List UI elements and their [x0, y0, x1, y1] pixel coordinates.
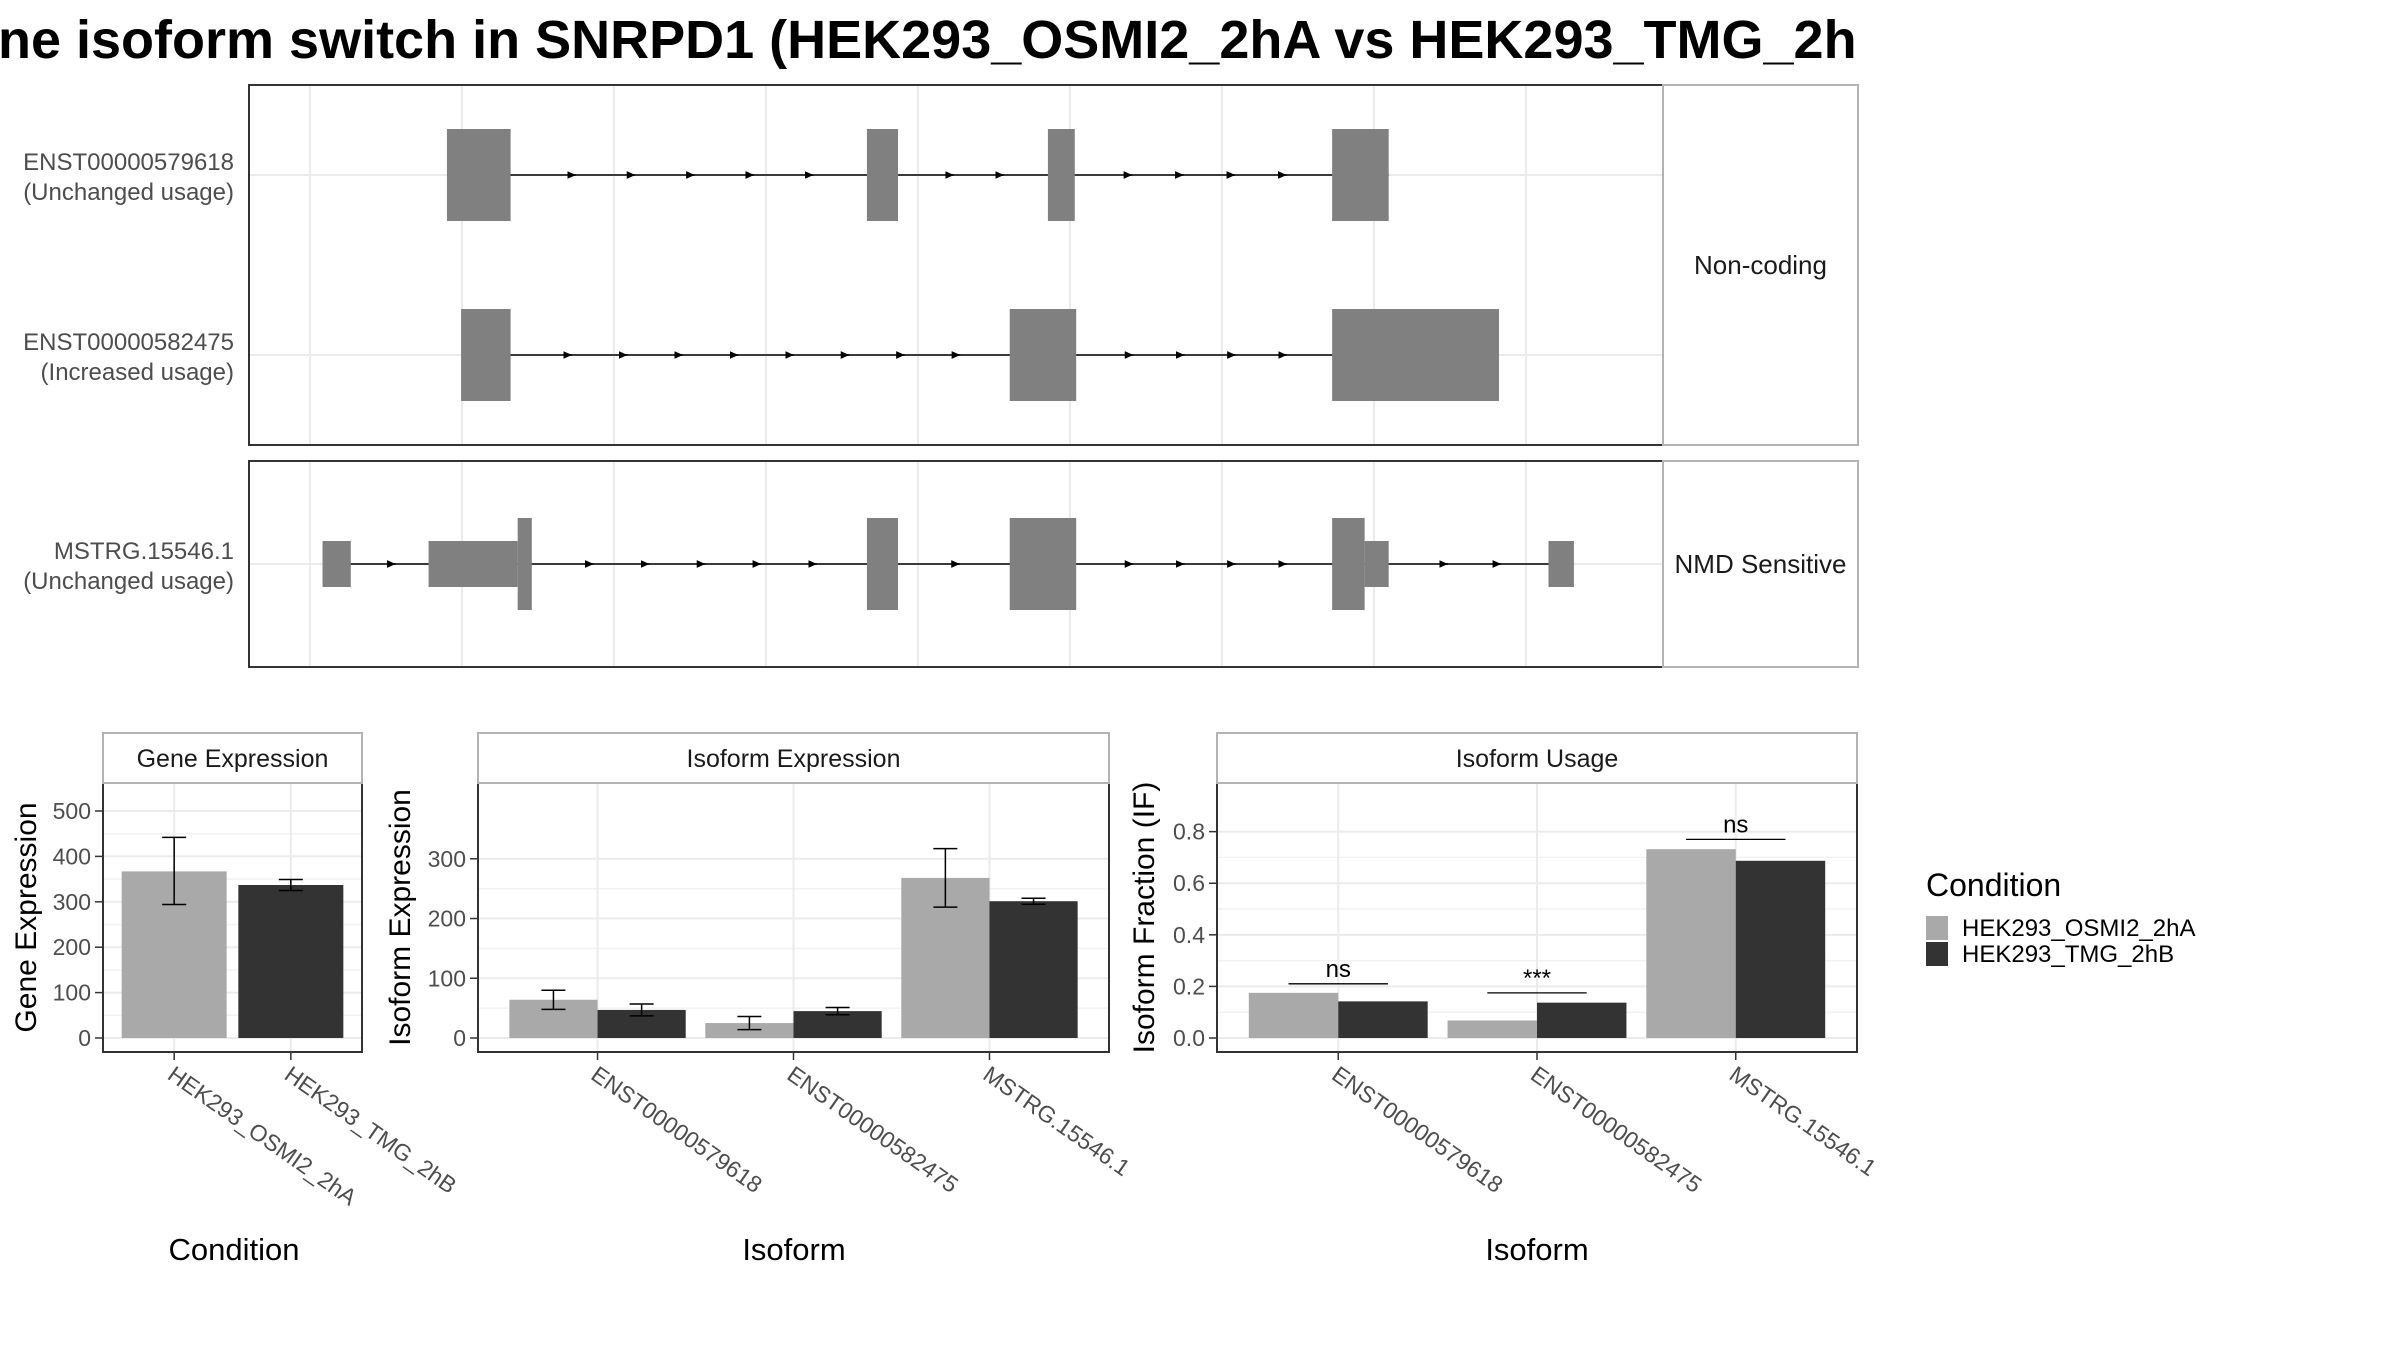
bar: [238, 885, 344, 1038]
structure-panel-0: ENST00000579618 (Unchanged usage) ENST0000…: [23, 84, 1859, 446]
x-tick-label: ENST00000582475: [783, 1061, 963, 1198]
group-strip: [1662, 460, 1859, 668]
bar: [1248, 992, 1339, 1038]
exon-block: [1009, 518, 1077, 610]
bar: [793, 1011, 882, 1038]
group-strip: [1662, 84, 1859, 446]
y-tick-label: 0.4: [1173, 922, 1205, 948]
y-tick-label: 100: [53, 980, 91, 1006]
legend-title: Condition: [1926, 867, 2061, 903]
y-tick-label: 0.6: [1173, 870, 1205, 896]
y-tick-label: 500: [53, 798, 91, 824]
x-tick-label: ENST00000579618: [1327, 1061, 1507, 1198]
group-strip-label: NMD Sensitive: [1675, 549, 1847, 579]
bar: [1338, 1001, 1428, 1038]
bar: [1735, 860, 1826, 1038]
transcript-structure-plot: ENST00000579618 (Unchanged usage) ENST0000…: [23, 84, 1859, 668]
exon-block: [1047, 129, 1075, 221]
y-tick-label: 200: [428, 906, 466, 932]
bar: [705, 1023, 794, 1038]
legend-swatch: [1926, 942, 1948, 966]
isoform-usage-label: (Increased usage): [41, 359, 234, 386]
significance-label: ***: [1523, 965, 1551, 992]
y-tick-label: 300: [428, 846, 466, 872]
isoform-id-label: ENST00000579618: [23, 149, 234, 176]
y-tick-label: 100: [428, 965, 466, 991]
facet-strip-title: Isoform Expression: [687, 745, 901, 773]
exon-block: [866, 129, 899, 221]
exon-block: [866, 518, 899, 610]
bar-chart-1: 0 100 200 300 ENST00000579618 ENST00000582475…: [384, 732, 1135, 1267]
exon-block: [446, 129, 511, 221]
isoform-usage-label: (Unchanged usage): [23, 179, 234, 206]
facet-strip: [477, 732, 1110, 784]
x-tick-label: MSTRG.15546.1: [979, 1061, 1135, 1181]
exon-block: [1548, 541, 1574, 587]
group-strip-label: Non-coding: [1694, 250, 1827, 280]
x-axis-title: Condition: [169, 1232, 300, 1267]
exon-block: [517, 518, 532, 610]
legend-item-label: HEK293_TMG_2hB: [1962, 941, 2174, 968]
isoform-id-label: ENST00000582475: [23, 329, 234, 356]
x-axis-title: Isoform: [1485, 1232, 1588, 1267]
bar: [989, 901, 1078, 1038]
y-tick-label: 0: [78, 1025, 91, 1051]
structure-panel-1: MSTRG.15546.1 (Unchanged usage) NMD Sensit…: [23, 460, 1859, 668]
y-tick-label: 0.2: [1173, 973, 1205, 999]
legend-swatch: [1926, 916, 1948, 940]
exon-block: [1009, 309, 1077, 401]
y-axis-title: Isoform Expression: [384, 789, 417, 1046]
y-axis-title: Isoform Fraction (IF): [1128, 782, 1161, 1054]
x-tick-label: HEK293_OSMI2_2hA: [163, 1061, 362, 1211]
facet-strip: [102, 732, 363, 784]
y-axis-title: Gene Expression: [10, 802, 43, 1032]
y-tick-label: 300: [53, 889, 91, 915]
y-tick-label: 200: [53, 934, 91, 960]
exon-block: [322, 541, 351, 587]
bar: [1537, 1002, 1627, 1038]
bar-chart-2: 0.0 0.2 0.4 0.6 0.8 ENST00000579618 ENST000005…: [1128, 732, 1881, 1267]
figure-title: ne isoform switch in SNRPD1 (HEK293_OSMI…: [0, 10, 1857, 70]
facet-strip: [1216, 732, 1858, 784]
isoform-usage-label: (Unchanged usage): [23, 568, 234, 595]
facet-strip-title: Isoform Usage: [1456, 745, 1619, 773]
exon-block: [1332, 129, 1389, 221]
bar: [1447, 1020, 1537, 1038]
x-tick-label: MSTRG.15546.1: [1725, 1061, 1881, 1181]
bar-chart-0: 0100200300400500HEK293_OSMI2_2hAHEK293_T…: [10, 732, 461, 1267]
exon-block: [1332, 309, 1499, 401]
exon-block: [461, 309, 511, 401]
bar: [1646, 849, 1736, 1038]
exon-block: [1332, 518, 1365, 610]
x-axis-title: Isoform: [742, 1232, 845, 1267]
y-tick-label: 0: [453, 1025, 466, 1051]
isoform-id-label: MSTRG.15546.1: [54, 538, 234, 565]
facet-strip-title: Gene Expression: [137, 745, 329, 773]
significance-label: ns: [1723, 811, 1748, 838]
y-tick-label: 400: [53, 843, 91, 869]
x-tick-label: ENST00000579618: [587, 1061, 767, 1198]
expression-bar-charts: 0100200300400500HEK293_OSMI2_2hAHEK293_T…: [10, 732, 1881, 1267]
legend-item-label: HEK293_OSMI2_2hA: [1962, 915, 2195, 942]
y-tick-label: 0.8: [1173, 819, 1205, 845]
exon-block: [428, 541, 518, 587]
exon-block: [1364, 541, 1389, 587]
y-tick-label: 0.0: [1173, 1025, 1205, 1051]
x-tick-label: ENST00000582475: [1526, 1061, 1706, 1198]
significance-label: ns: [1326, 956, 1351, 983]
